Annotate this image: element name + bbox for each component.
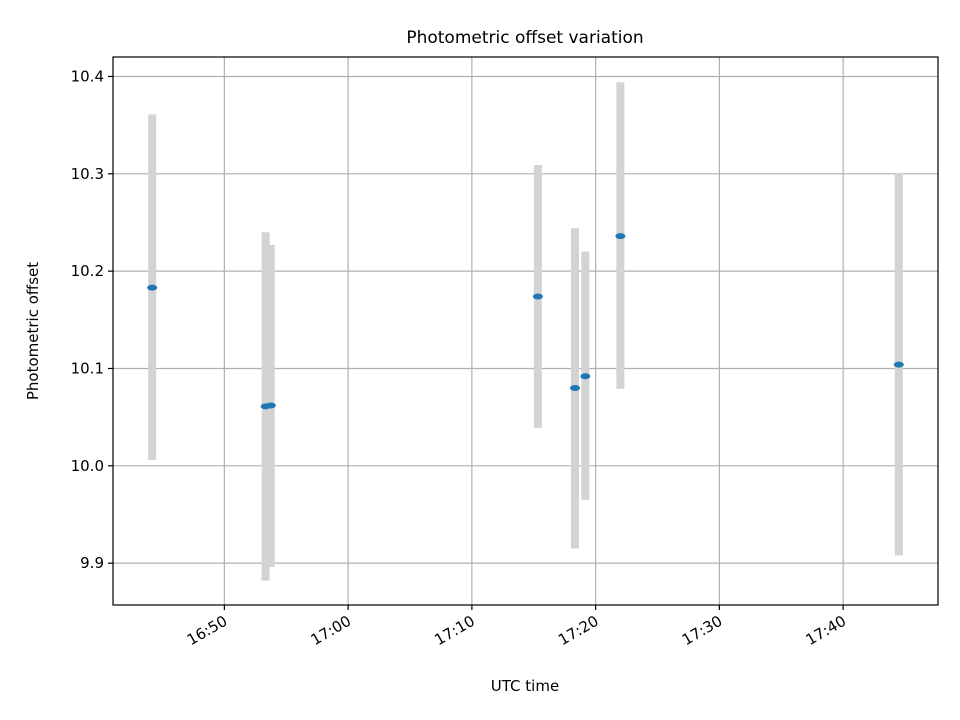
data-point <box>893 361 904 368</box>
chart-title: Photometric offset variation <box>406 28 643 48</box>
data-point <box>615 233 626 240</box>
error-bars <box>148 82 903 581</box>
plot-frame <box>112 56 939 606</box>
y-tick-label: 10.4 <box>71 67 104 85</box>
x-tick-label: 17:40 <box>803 612 849 649</box>
data-point <box>532 293 543 300</box>
x-axis-ticks: 16:50 17:00 17:10 17:20 17:30 17:40 <box>184 605 849 649</box>
data-points <box>147 233 904 410</box>
x-tick-label: 16:50 <box>184 612 230 649</box>
data-point <box>265 402 276 409</box>
y-tick-label: 10.3 <box>71 165 104 183</box>
y-tick-label: 9.9 <box>80 554 104 572</box>
x-tick-label: 17:10 <box>431 612 477 649</box>
x-axis-label: UTC time <box>491 677 559 695</box>
x-tick-label: 17:20 <box>555 612 601 649</box>
y-axis-label: Photometric offset <box>24 262 42 400</box>
data-point <box>147 284 158 291</box>
y-axis-ticks: 9.9 10.0 10.1 10.2 10.3 10.4 <box>71 67 113 572</box>
data-point <box>570 384 580 391</box>
data-point <box>580 373 591 380</box>
y-tick-label: 10.2 <box>71 262 104 280</box>
x-tick-label: 17:00 <box>308 612 354 649</box>
y-tick-label: 10.0 <box>71 457 104 475</box>
x-tick-label: 17:30 <box>679 612 725 649</box>
grid-lines <box>113 57 938 605</box>
y-tick-label: 10.1 <box>71 359 104 377</box>
